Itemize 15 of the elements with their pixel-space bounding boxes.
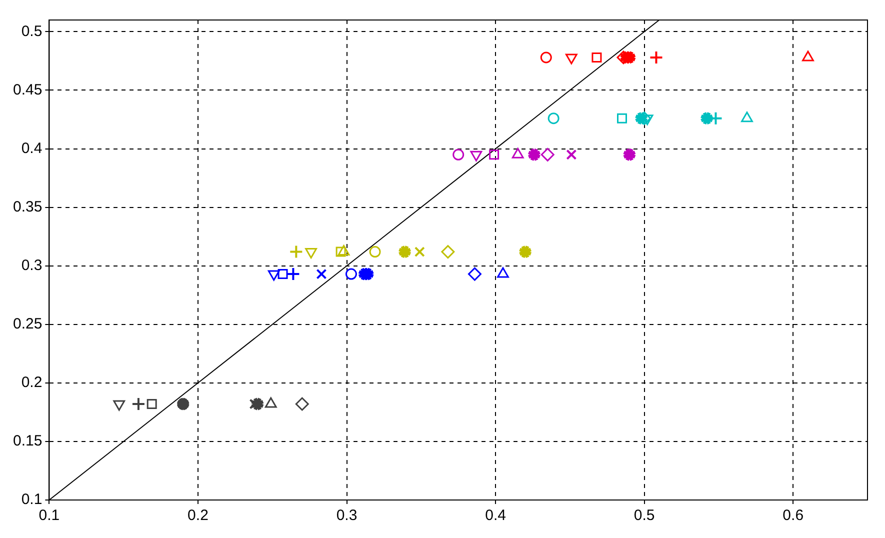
x-tick-label: 0.2 [188,507,208,524]
y-tick-label: 0.15 [12,432,42,450]
x-tick-label: 0.4 [485,507,506,524]
y-tick-label: 0.1 [21,491,42,508]
y-tick-label: 0.25 [12,316,42,333]
y-tick-label: 0.5 [21,22,42,40]
y-tick-label: 0.35 [12,198,42,216]
y-tick-label: 0.4 [21,140,42,157]
y-tick-label: 0.45 [12,81,42,98]
x-tick-label: 0.1 [38,507,60,524]
x-tick-label: 0.5 [634,507,655,524]
x-tick-label: 0.6 [782,507,804,524]
x-tick-label: 0.3 [336,507,358,524]
y-tick-label: 0.2 [21,374,42,392]
y-tick-label: 0.3 [21,256,42,274]
